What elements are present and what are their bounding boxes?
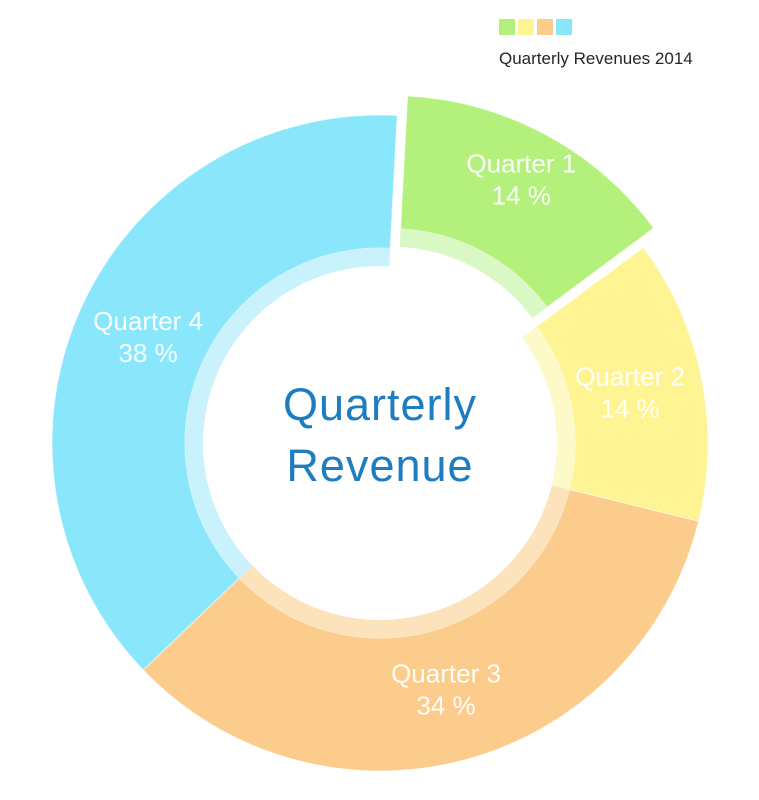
legend-swatch-quarter-4[interactable] bbox=[556, 19, 572, 35]
slice-label: Quarter 1 14 % bbox=[466, 149, 576, 211]
slice-label: Quarter 2 14 % bbox=[575, 362, 685, 424]
pie-slice-quarter-1[interactable]: Quarter 1 14 % bbox=[399, 95, 655, 319]
legend-swatch-quarter-2[interactable] bbox=[518, 19, 534, 35]
pie-slice-quarter-3[interactable]: Quarter 3 34 % bbox=[142, 485, 700, 772]
legend-swatches bbox=[499, 19, 693, 35]
slice-inner-ring bbox=[399, 228, 547, 319]
pie-slice-quarter-4[interactable]: Quarter 4 38 % bbox=[51, 114, 398, 671]
slice-label: Quarter 4 38 % bbox=[93, 306, 203, 368]
slices-layer: Quarter 1 14 % Quarter 2 14 % Quarter 3 34 % Q… bbox=[51, 95, 709, 772]
chart-center-title-line1: Quarterly bbox=[283, 379, 477, 430]
chart-center-title-line2: Revenue bbox=[286, 440, 473, 491]
legend-swatch-quarter-1[interactable] bbox=[499, 19, 515, 35]
legend-label: Quarterly Revenues 2014 bbox=[499, 49, 693, 68]
pie-slice-quarter-2[interactable]: Quarter 2 14 % bbox=[522, 246, 709, 522]
slice-inner-ring bbox=[185, 248, 391, 578]
slice-inner-ring bbox=[522, 326, 575, 490]
legend: Quarterly Revenues 2014 bbox=[499, 19, 693, 69]
legend-swatch-quarter-3[interactable] bbox=[537, 19, 553, 35]
slice-label: Quarter 3 34 % bbox=[391, 658, 501, 720]
slice-inner-ring bbox=[239, 485, 570, 638]
